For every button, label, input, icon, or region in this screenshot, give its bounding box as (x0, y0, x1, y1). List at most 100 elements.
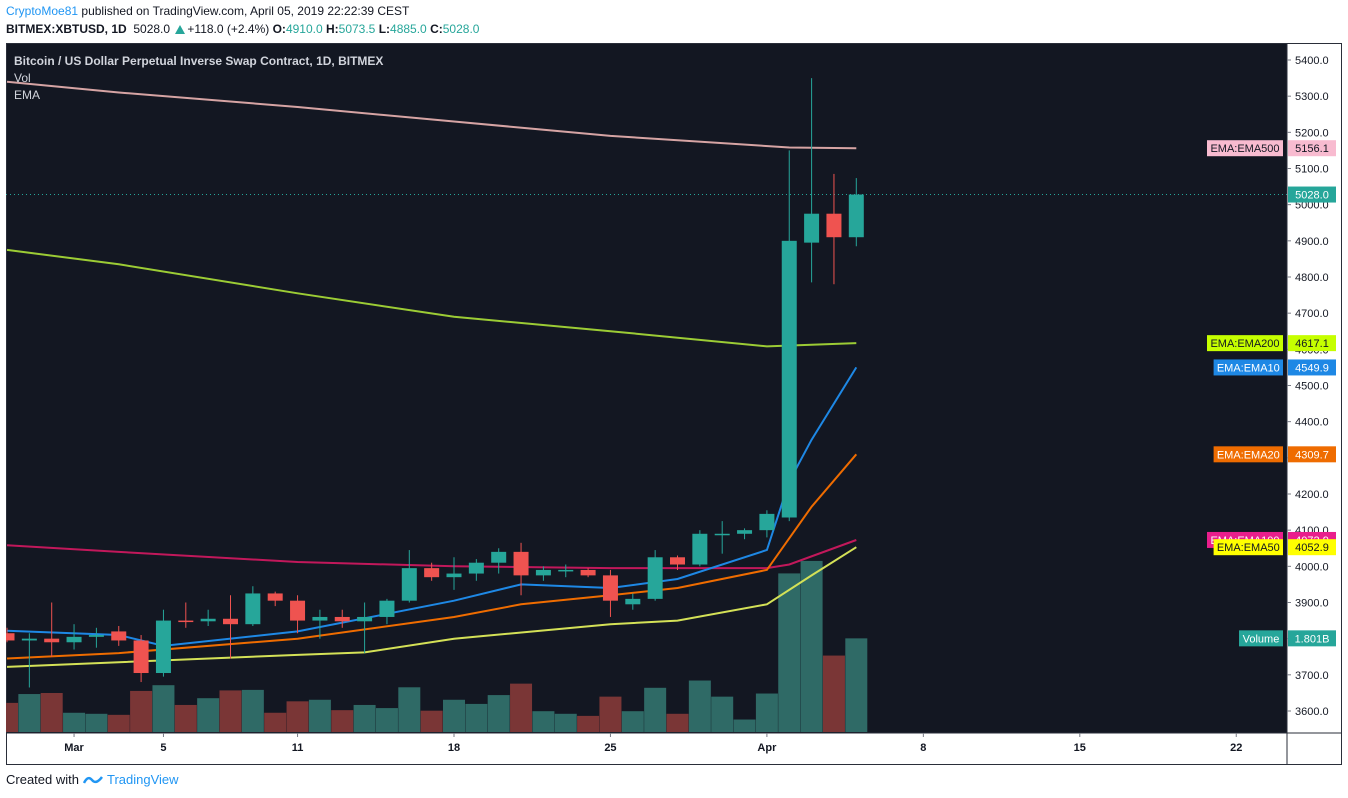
candle-body (647, 557, 663, 599)
candle-body (155, 620, 171, 674)
price-chart[interactable]: 3600.03700.03800.03900.04000.04100.04200… (6, 43, 1342, 765)
volume-bar (130, 690, 153, 732)
candle-body (200, 618, 216, 622)
volume-bar (6, 702, 18, 732)
x-tick-label: 11 (292, 742, 304, 754)
ema-value-label: 4549.9 (1295, 362, 1329, 374)
volume-name-tag (1239, 630, 1283, 647)
ema-name-tag (1213, 359, 1283, 376)
volume-value-tag (1288, 630, 1336, 647)
y-tick-label: 5000.0 (1295, 200, 1329, 212)
volume-bar (219, 690, 242, 732)
volume-bar (822, 655, 845, 732)
candle-body (44, 638, 60, 643)
candle-body (848, 194, 864, 238)
x-tick-label: 18 (448, 742, 460, 754)
y-tick-label: 4400.0 (1295, 417, 1329, 429)
ema-line-ema20 (6, 453, 858, 660)
volume-bar (107, 714, 130, 732)
volume-bar (353, 704, 376, 732)
volume-bar (465, 703, 488, 732)
x-tick-label: 22 (1230, 742, 1242, 754)
volume-bar (733, 719, 756, 732)
volume-value-label: 1.801B (1295, 633, 1330, 645)
candle-body (513, 551, 529, 576)
ema-value-tag (1288, 140, 1336, 157)
footer: Created with TradingView (6, 772, 179, 787)
ema-name-tag (1213, 539, 1283, 556)
tradingview-brand[interactable]: TradingView (106, 772, 179, 787)
candle-body (625, 598, 641, 605)
tradingview-logo-icon (82, 774, 103, 786)
ema-name-label: EMA:EMA20 (1217, 449, 1280, 461)
y-tick-label: 4900.0 (1295, 236, 1329, 248)
created-with-text: Created with (6, 772, 79, 787)
volume-bar (577, 715, 600, 732)
volume-bar (845, 638, 868, 732)
ema-name-tag (1213, 446, 1283, 463)
ema-name-label: EMA:EMA10 (1217, 362, 1280, 374)
legend-ema: EMA (14, 88, 40, 102)
y-tick-label: 4200.0 (1295, 489, 1329, 501)
volume-bar (443, 699, 465, 732)
candle-body (446, 573, 462, 578)
candle-body (334, 616, 350, 622)
volume-name-label: Volume (1243, 633, 1280, 645)
ema-name-tag (1207, 140, 1283, 157)
candle-body (312, 616, 328, 621)
candle-body (826, 213, 842, 238)
close-label: C: (430, 22, 443, 36)
volume-bar (666, 713, 689, 732)
volume-bar (174, 704, 197, 732)
ema-line-ema500 (6, 80, 857, 150)
ema-value-tag (1288, 335, 1336, 352)
ema-line-ema50 (6, 546, 857, 668)
candle-body (245, 593, 261, 625)
y-tick-label: 4500.0 (1295, 380, 1329, 392)
y-tick-label: 5400.0 (1295, 55, 1329, 67)
last-price-label: 5028.0 (1295, 190, 1329, 202)
volume-bar (286, 701, 309, 732)
publish-text: published on TradingView.com, April 05, … (81, 4, 410, 18)
volume-bar (40, 693, 63, 732)
last-price: 5028.0 (133, 22, 171, 36)
volume-bar (85, 713, 108, 732)
candle-body (223, 618, 238, 625)
ema-value-label: 4052.9 (1295, 542, 1329, 554)
candle-body (468, 562, 484, 574)
publish-info: CryptoMoe81 published on TradingView.com… (6, 4, 409, 18)
candle-body (6, 633, 15, 641)
volume-bar (18, 694, 41, 732)
volume-bar (599, 696, 622, 732)
x-tick-label: 15 (1074, 742, 1086, 754)
candle-body (111, 631, 127, 641)
y-tick-label: 4800.0 (1295, 272, 1329, 284)
ema-value-tag (1288, 539, 1336, 556)
volume-bar (487, 695, 510, 732)
x-tick-label: 25 (604, 742, 616, 754)
volume-bar (532, 711, 555, 732)
volume-bar (711, 696, 734, 732)
volume-bar (398, 687, 421, 732)
x-tick-label: 8 (920, 742, 926, 754)
plot-area (6, 43, 1287, 733)
y-tick-label: 3700.0 (1295, 670, 1329, 682)
y-tick-label: 4000.0 (1295, 561, 1329, 573)
x-tick-label: Apr (757, 742, 777, 754)
ema-name-tag (1207, 335, 1283, 352)
chart-border (6, 43, 1342, 765)
candle-body (737, 530, 753, 534)
candle-body (558, 569, 574, 572)
volume-bar (778, 573, 801, 732)
candle-body (21, 638, 37, 641)
y-tick-label: 3900.0 (1295, 597, 1329, 609)
symbol-label: BITMEX:XBTUSD, 1D (6, 22, 127, 36)
candle-body (133, 640, 149, 674)
ema-name-label: EMA:EMA200 (1210, 338, 1279, 350)
candle-body (491, 551, 507, 563)
candle-body (670, 557, 685, 565)
ema-line-ema200 (6, 248, 857, 348)
author-link[interactable]: CryptoMoe81 (6, 4, 79, 18)
volume-bar (241, 689, 264, 732)
candle-body (66, 636, 82, 643)
